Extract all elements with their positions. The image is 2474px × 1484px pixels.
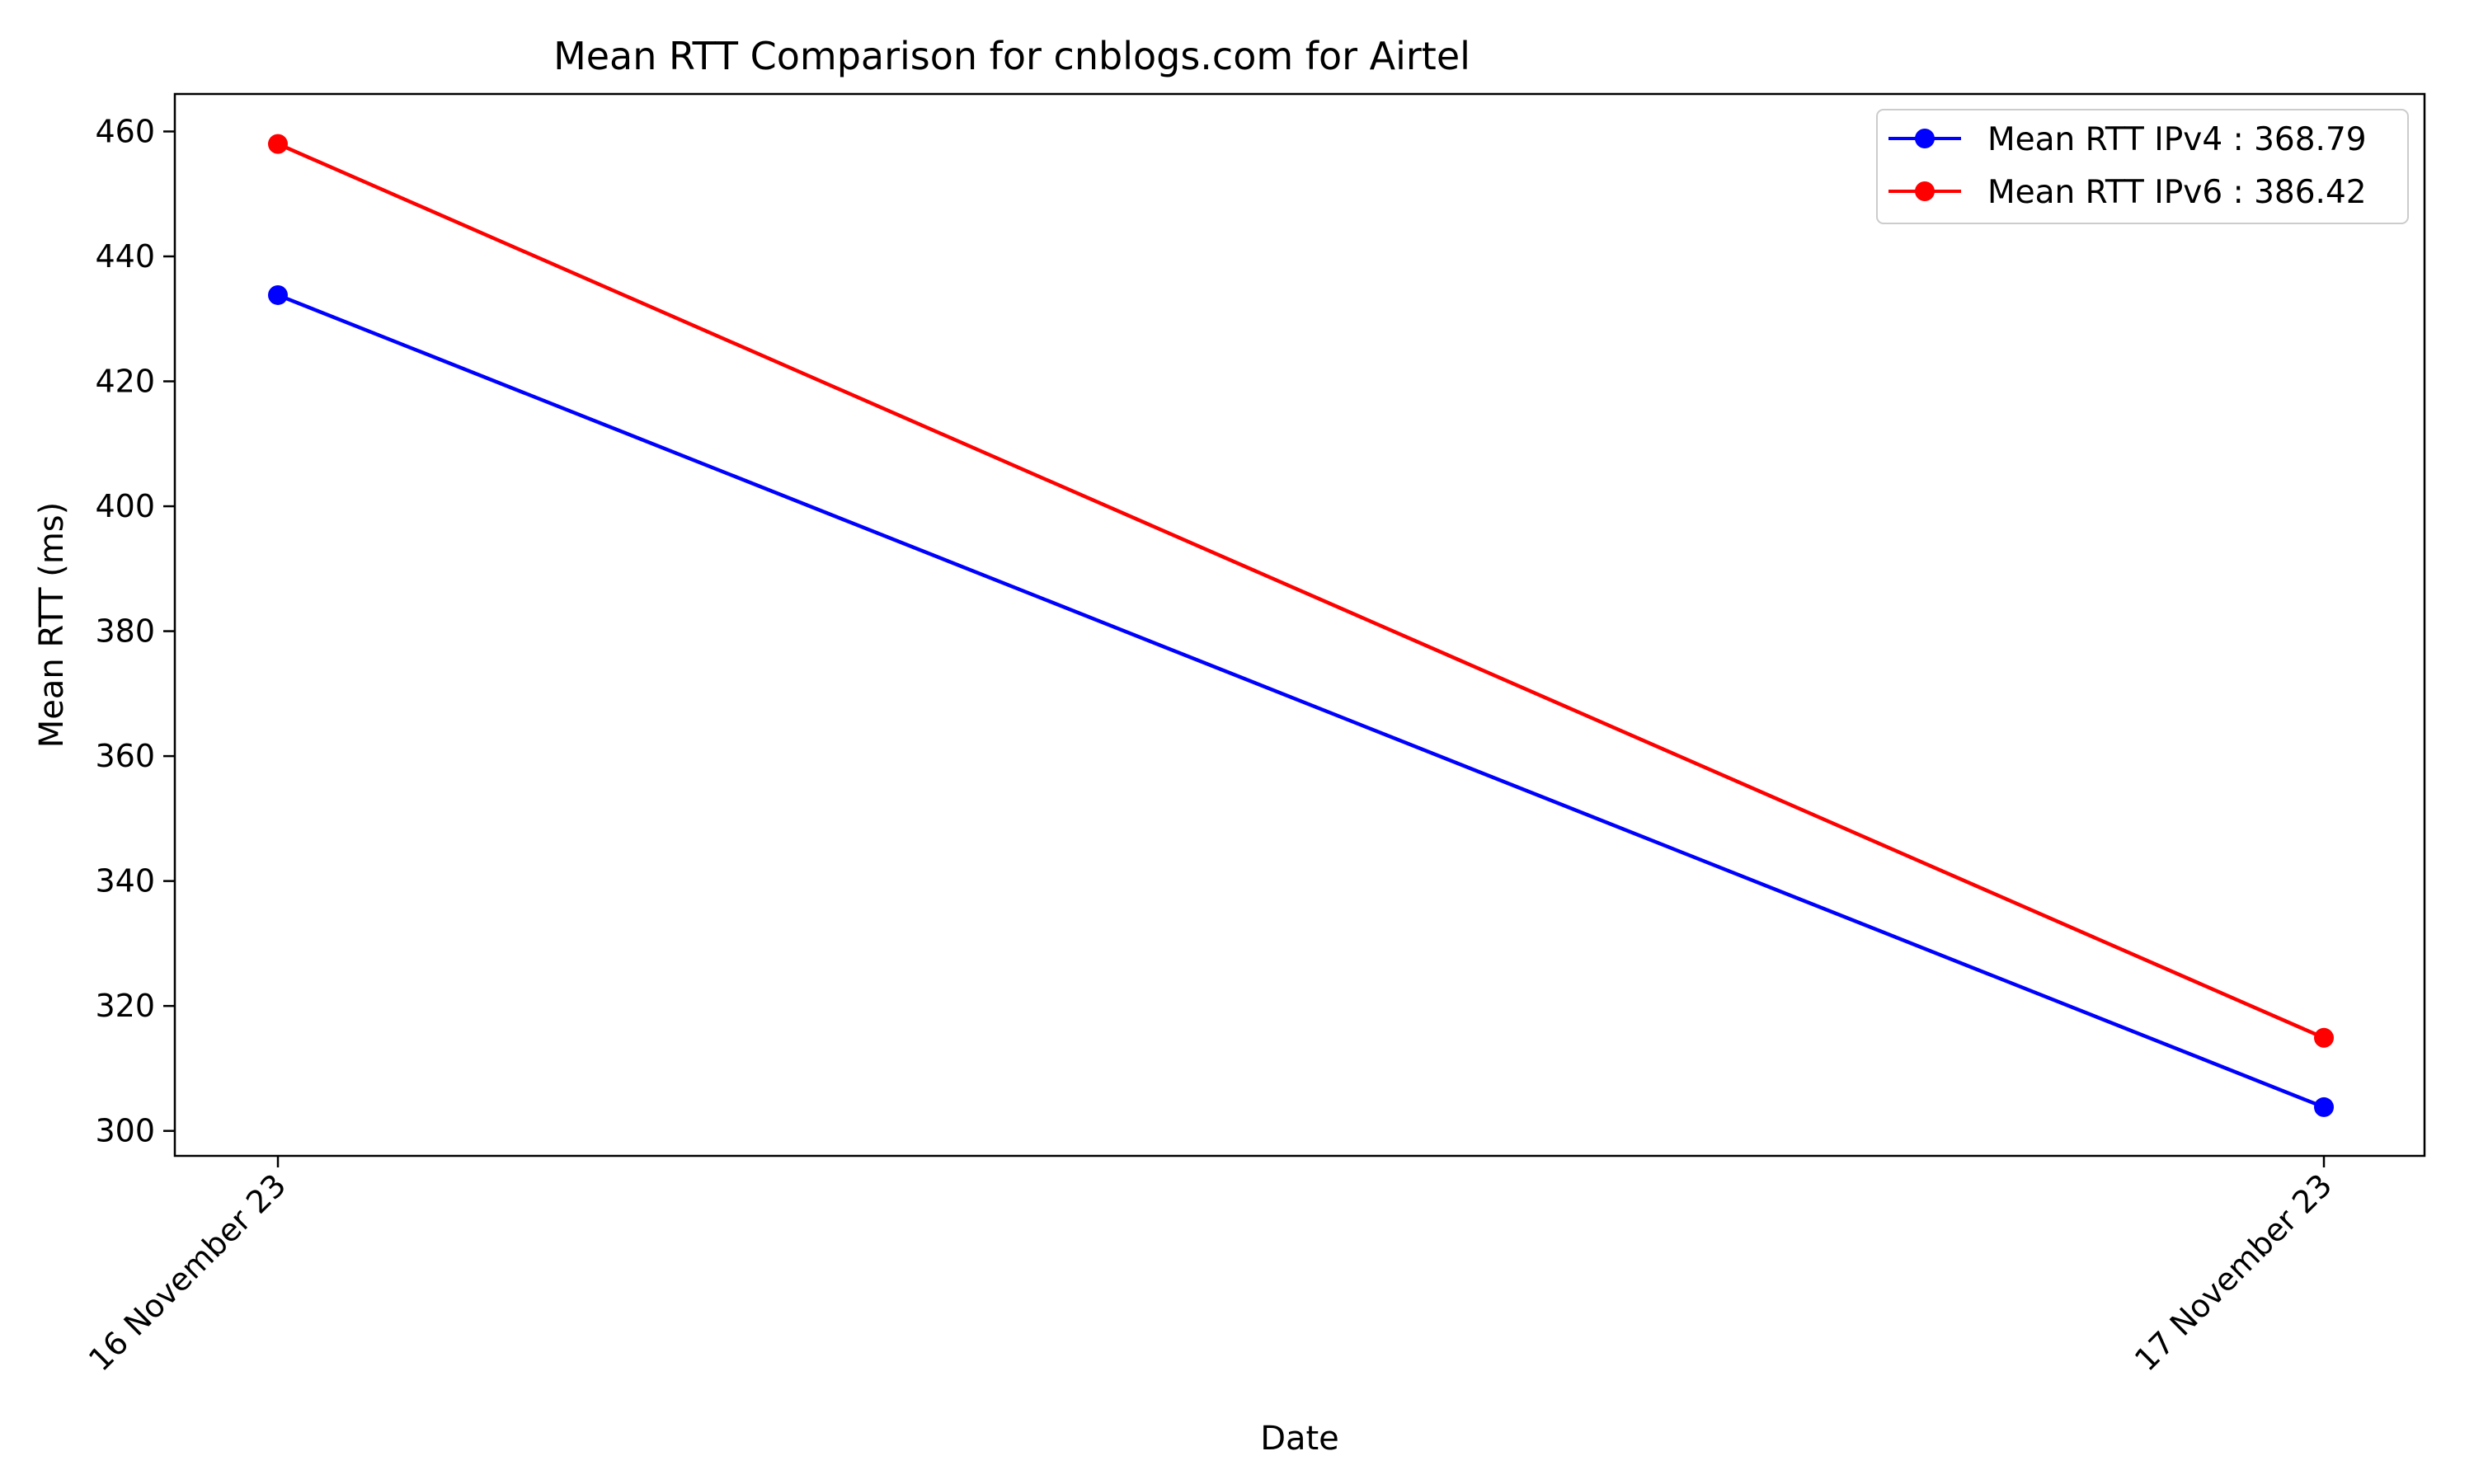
y-tick-label: 400	[95, 488, 155, 524]
series-line-ipv4	[277, 293, 2325, 1109]
legend: Mean RTT IPv4 : 368.79 Mean RTT IPv6 : 3…	[1876, 109, 2409, 224]
data-point-ipv6	[268, 134, 288, 154]
y-tick-label: 460	[95, 113, 155, 149]
data-point-ipv4	[268, 284, 288, 305]
series-line-ipv6	[277, 142, 2325, 1040]
legend-marker-ipv4	[1915, 129, 1935, 148]
plot-frame	[173, 92, 2426, 1158]
y-tick-label: 440	[95, 238, 155, 275]
legend-label-ipv4: Mean RTT IPv4 : 368.79	[1987, 121, 2367, 158]
data-point-ipv6	[2314, 1027, 2334, 1048]
x-axis-label: Date	[1260, 1420, 1339, 1458]
y-tick-label: 340	[95, 863, 155, 899]
y-tick-label: 360	[95, 738, 155, 774]
legend-label-ipv6: Mean RTT IPv6 : 386.42	[1987, 174, 2367, 211]
chart-title: Mean RTT Comparison for cnblogs.com for …	[553, 34, 1470, 78]
y-tick-label: 320	[95, 988, 155, 1024]
y-tick-label: 380	[95, 613, 155, 650]
legend-frame	[1876, 109, 2409, 224]
legend-marker-ipv6	[1915, 181, 1935, 201]
data-point-ipv4	[2314, 1097, 2334, 1117]
series-lines	[268, 134, 2334, 1117]
y-tick-label: 300	[95, 1113, 155, 1149]
y-axis-label: Mean RTT (ms)	[33, 502, 71, 748]
y-tick-label: 420	[95, 364, 155, 400]
